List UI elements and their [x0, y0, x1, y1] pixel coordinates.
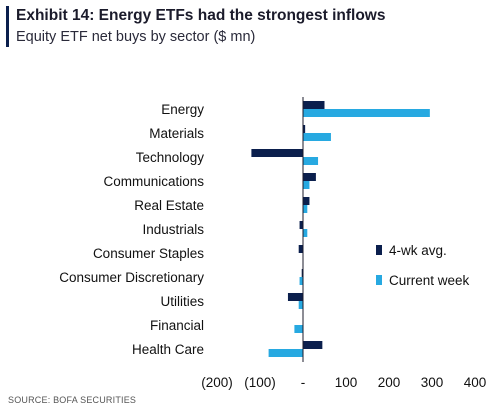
category-label: Utilities — [160, 294, 204, 309]
category-label: Health Care — [132, 342, 204, 357]
bar-current-week — [303, 157, 319, 165]
legend-label: Current week — [389, 273, 470, 288]
category-label: Consumer Staples — [93, 246, 204, 261]
bar-4wk-avg — [287, 293, 303, 301]
bar-4wk-avg — [298, 245, 303, 253]
chart-subtitle: Equity ETF net buys by sector ($ mn) — [16, 29, 256, 45]
category-label: Communications — [103, 174, 204, 189]
x-tick-label: 400 — [464, 375, 487, 390]
bar-4wk-avg — [301, 269, 303, 277]
bar-4wk-avg — [251, 149, 303, 157]
x-tick-label: (100) — [244, 375, 276, 390]
category-label: Materials — [149, 126, 204, 141]
bar-4wk-avg — [303, 101, 325, 109]
legend-swatch — [376, 275, 382, 285]
category-label: Financial — [150, 318, 204, 333]
bar-current-week — [268, 349, 303, 357]
x-tick-label: 200 — [378, 375, 401, 390]
category-label: Industrials — [142, 222, 204, 237]
x-tick-label: - — [301, 375, 306, 390]
legend-swatch — [376, 245, 382, 255]
x-tick-label: 300 — [421, 375, 444, 390]
bar-current-week — [303, 109, 430, 117]
source-note: SOURCE: BOFA SECURITIES — [8, 395, 137, 405]
chart-title: Exhibit 14: Energy ETFs had the stronges… — [16, 7, 386, 24]
bar-current-week — [298, 301, 303, 309]
bar-current-week — [294, 325, 303, 333]
x-tick-label: 100 — [335, 375, 358, 390]
bar-current-week — [303, 133, 331, 141]
bar-4wk-avg — [303, 197, 310, 205]
title-block: Exhibit 14: Energy ETFs had the stronges… — [6, 6, 500, 47]
category-label: Consumer Discretionary — [59, 270, 204, 285]
category-label: Technology — [136, 150, 205, 165]
bar-4wk-avg — [303, 173, 316, 181]
bar-current-week — [299, 277, 303, 285]
bar-current-week — [303, 181, 310, 189]
bar-4wk-avg — [303, 341, 323, 349]
legend-label: 4-wk avg. — [389, 243, 447, 258]
x-tick-label: (200) — [201, 375, 233, 390]
bar-4wk-avg — [299, 221, 303, 229]
category-label: Energy — [161, 102, 204, 117]
bar-current-week — [303, 205, 308, 213]
category-label: Real Estate — [134, 198, 204, 213]
bar-4wk-avg — [303, 125, 306, 133]
bar-current-week — [303, 229, 308, 237]
